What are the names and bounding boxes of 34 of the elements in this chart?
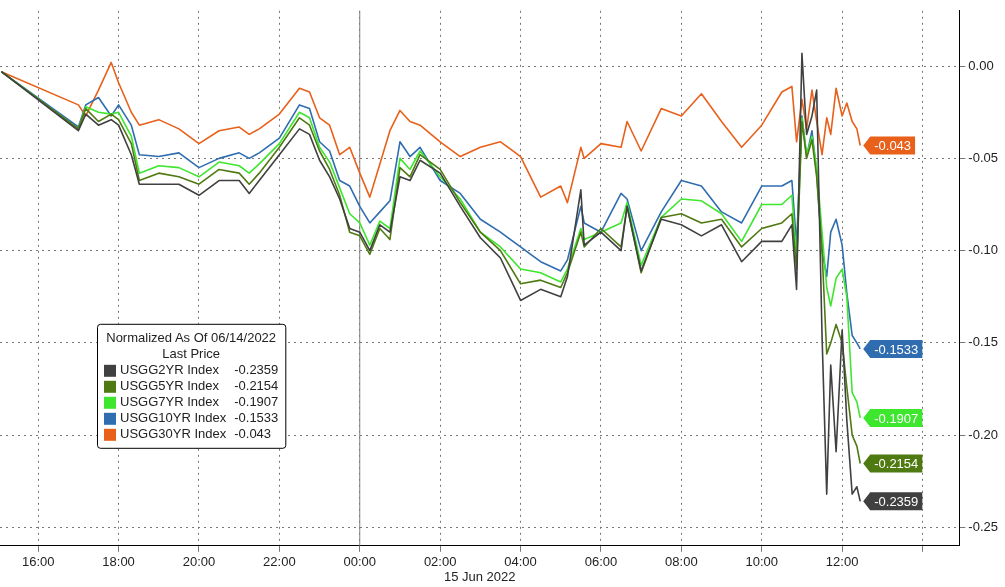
x-tick-label: 18:00 (102, 554, 135, 570)
data-label: -0.1533 (874, 341, 919, 357)
x-tick-label: 22:00 (263, 554, 296, 570)
x-tick-label: 04:00 (504, 554, 537, 570)
x-tick-label: 10:00 (745, 554, 779, 570)
legend-label: USGG10YR Index (120, 410, 227, 426)
y-tick-label: -0.05 (968, 149, 999, 165)
legend-label: USGG5YR Index (120, 378, 220, 394)
text: -0.2154 (234, 378, 279, 394)
legend-title: Normalized As Of 06/14/2022 Last Price (106, 330, 277, 362)
y-tick-label: 0.00 (968, 57, 994, 73)
y-tick-label: -0.20 (968, 426, 999, 442)
x-tick-label: 12:00 (825, 554, 859, 570)
data-label: -0.2359 (874, 493, 919, 509)
x-tick-label: 20:00 (182, 554, 216, 570)
x-tick-label: 00:00 (343, 554, 377, 570)
data-label: -0.2154 (874, 456, 919, 472)
y-tick-label: -0.10 (968, 242, 999, 258)
legend-label: USGG2YR Index (120, 362, 220, 378)
legend-label: USGG7YR Index (120, 394, 220, 410)
x-tick-label: 16:00 (21, 554, 55, 570)
text: -0.043 (234, 426, 272, 442)
legend-label: USGG30YR Index (120, 426, 227, 442)
y-tick-label: -0.25 (968, 518, 999, 534)
text: -0.2359 (234, 362, 279, 378)
x-tick-label: 06:00 (584, 554, 618, 570)
text: -0.1907 (234, 394, 279, 410)
x-tick-label: 02:00 (423, 554, 457, 570)
y-tick-label: -0.15 (968, 334, 999, 350)
x-axis-title: 15 Jun 2022 (443, 568, 516, 584)
data-label: -0.1907 (874, 410, 919, 426)
text: -0.1533 (234, 410, 279, 426)
data-label: -0.043 (874, 138, 912, 154)
x-tick-label: 08:00 (665, 554, 698, 570)
